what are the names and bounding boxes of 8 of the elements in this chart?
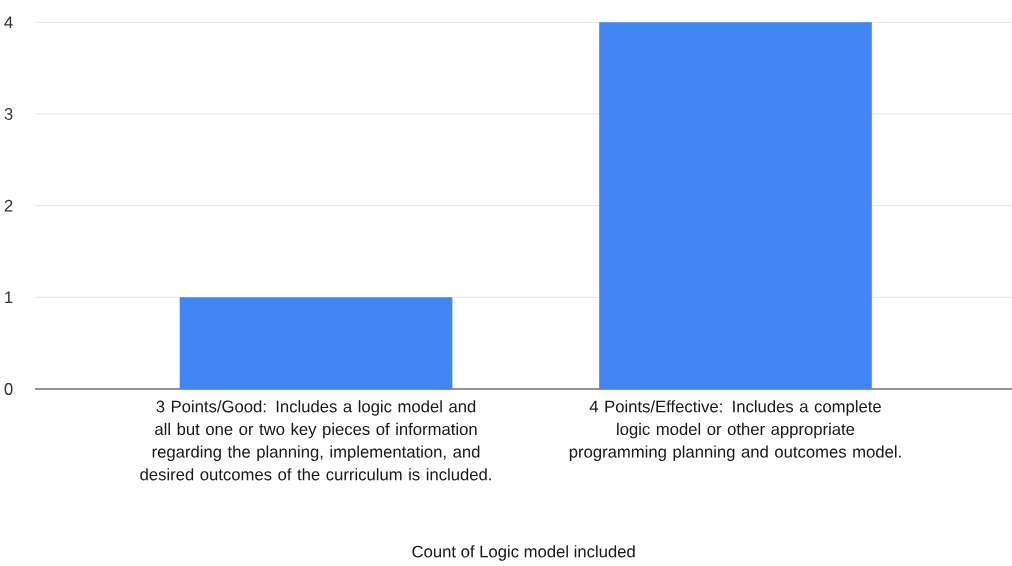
y-tick-label: 2 [4,199,13,212]
y-tick-label: 1 [5,291,13,304]
y-tick-label: 3 [4,108,13,120]
y-tick-label: 4 [4,16,13,29]
x-tick-label: 4 Points/Effective: Includes a complete logic model or other appropriate programming planning and outcomes model. [569,400,901,461]
x-tick-label: 3 Points/Good: Includes a logic model and all but one or two key pieces of information regarding the planning, implementation, and desired outcomes of the curriculum is included. [140,400,491,481]
y-tick-label: 0 [4,383,13,395]
x-axis-title: Count of Logic model included [412,545,635,561]
